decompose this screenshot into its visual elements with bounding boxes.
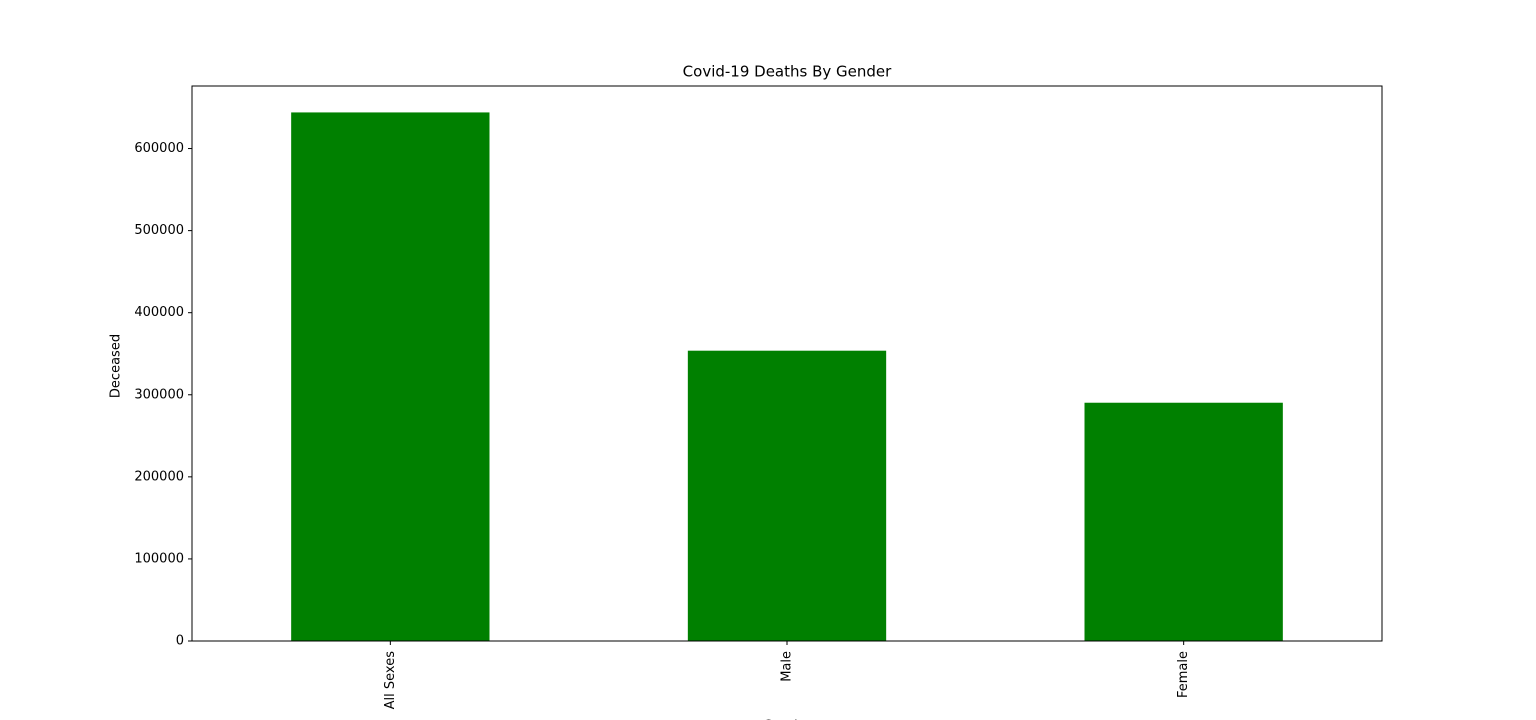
bar (687, 350, 887, 641)
chart-title: Covid-19 Deaths By Gender (683, 63, 892, 81)
x-axis-label: Gender (763, 719, 812, 720)
y-tick-label: 300000 (134, 387, 184, 402)
y-tick-label: 500000 (134, 223, 184, 238)
x-tick-label: Male (780, 651, 795, 682)
y-tick-label: 200000 (134, 469, 184, 484)
y-tick-label: 100000 (134, 551, 184, 566)
x-tick-label: Female (1176, 651, 1191, 698)
plot-frame (191, 85, 1383, 642)
x-tick-label: All Sexes (383, 651, 398, 710)
y-tick-label: 400000 (134, 305, 184, 320)
y-axis-label: Deceased (109, 334, 124, 398)
bar (1084, 402, 1283, 641)
y-tick-label: 600000 (134, 141, 184, 156)
bar (291, 112, 490, 641)
y-tick-label: 0 (176, 634, 184, 649)
